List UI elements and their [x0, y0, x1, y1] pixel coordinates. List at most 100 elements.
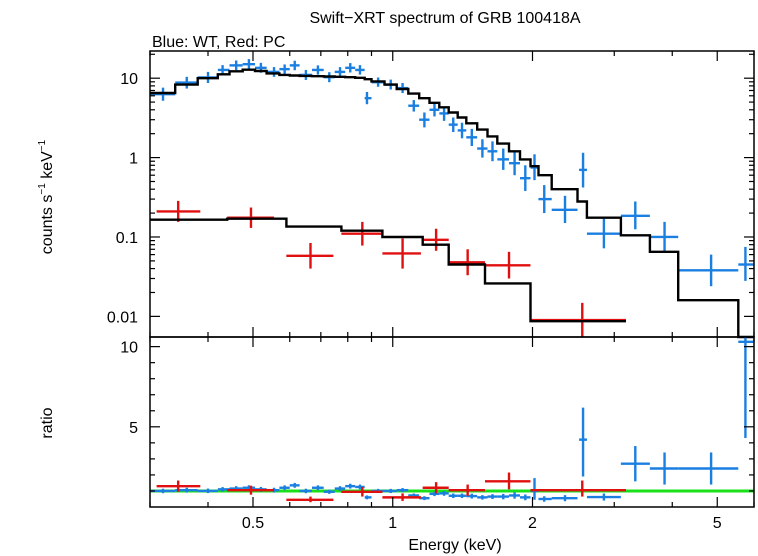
top-series-layer: [150, 59, 754, 337]
x-tick-label-2: 2: [528, 515, 537, 532]
top-wt-point-9: [289, 60, 300, 71]
top-wt-point-21: [419, 112, 430, 128]
top-model-layer: [150, 68, 754, 339]
bottom-wt-point-13: [334, 486, 346, 491]
top-wt-point-7: [266, 67, 280, 77]
top-wt-point-40: [738, 246, 754, 281]
bottom-y-tick-label-0: 5: [129, 420, 138, 437]
top-wt-point-4: [229, 60, 243, 71]
bottom-wt-point-2: [197, 488, 218, 494]
bottom-panel: 5 10 0.5 1 2 5: [120, 336, 755, 532]
bottom-pc-point-8: [530, 480, 626, 497]
bottom-pc-point-0: [156, 480, 201, 492]
top-pc-point-3: [341, 221, 383, 246]
x-axis-label: Energy (keV): [408, 537, 501, 554]
top-wt-point-20: [408, 100, 420, 112]
top-wt-point-34: [551, 195, 578, 224]
top-pc-point-7: [484, 251, 531, 279]
top-pc-point-0: [156, 200, 201, 222]
bottom-wt-point-11: [312, 485, 324, 491]
wt-model-step-line: [150, 68, 754, 339]
top-panel: 10 1 0.1 0.01: [107, 50, 755, 339]
top-wt-point-25: [457, 122, 467, 139]
bottom-wt-point-27: [477, 495, 488, 500]
top-wt-point-30: [509, 151, 521, 176]
y-axis-label-top: counts s−1 keV−1: [37, 139, 56, 254]
bottom-wt-point-23: [439, 490, 449, 496]
bottom-wt-point-24: [448, 493, 458, 499]
bottom-wt-point-36: [586, 493, 621, 501]
bottom-wt-point-26: [466, 493, 478, 499]
top-y-axis: 10 1 0.1 0.01: [107, 53, 754, 326]
top-wt-point-24: [448, 117, 458, 133]
top-wt-point-37: [620, 201, 650, 230]
top-wt-point-31: [520, 165, 531, 191]
bottom-y-axis: 5 10: [120, 340, 754, 492]
bottom-wt-point-12: [323, 489, 335, 494]
x-tick-label-3: 5: [713, 515, 722, 532]
bottom-wt-point-39: [678, 452, 739, 485]
top-wt-point-35: [579, 152, 587, 188]
top-wt-point-1: [175, 76, 198, 89]
top-wt-point-8: [279, 64, 290, 74]
chart-subtitle: Blue: WT, Red: PC: [152, 34, 285, 51]
top-wt-point-38: [649, 221, 679, 252]
bottom-wt-point-16: [364, 495, 372, 500]
bottom-wt-point-32: [530, 478, 539, 500]
bottom-y-tick-label-1: 10: [120, 340, 138, 357]
top-wt-point-36: [586, 218, 621, 249]
bottom-wt-point-9: [289, 482, 300, 488]
bottom-wt-point-28: [487, 494, 498, 499]
top-y-tick-label-0: 10: [120, 71, 138, 88]
bottom-wt-point-33: [538, 496, 552, 502]
top-wt-point-28: [487, 141, 498, 162]
chart-title: Swift−XRT spectrum of GRB 100418A: [309, 10, 580, 27]
bottom-pc-point-6: [448, 484, 485, 496]
bottom-wt-point-25: [457, 493, 467, 499]
bottom-wt-point-19: [396, 488, 409, 493]
top-y-tick-label-3: 0.01: [107, 309, 138, 326]
bottom-wt-point-34: [551, 495, 578, 502]
bottom-pc-point-1: [227, 485, 275, 495]
bottom-series-layer: [150, 337, 754, 503]
top-wt-point-22: [429, 103, 440, 117]
top-wt-point-26: [466, 128, 478, 146]
bottom-pc-point-4: [382, 493, 421, 501]
top-wt-point-14: [345, 63, 356, 73]
top-pc-point-8: [530, 302, 626, 337]
top-wt-point-15: [355, 65, 365, 75]
bottom-wt-point-14: [345, 483, 356, 489]
bottom-panel-frame: [149, 336, 755, 508]
bottom-pc-point-5: [422, 482, 449, 494]
bottom-wt-point-30: [509, 492, 521, 499]
bottom-wt-point-29: [497, 493, 510, 500]
top-wt-point-11: [312, 65, 324, 75]
top-wt-point-5: [242, 59, 255, 70]
top-wt-point-13: [334, 67, 346, 77]
bottom-wt-point-35: [579, 407, 587, 477]
bottom-wt-point-37: [620, 446, 650, 482]
top-wt-point-23: [439, 106, 449, 121]
bottom-x-axis: 0.5 1 2 5: [149, 337, 755, 532]
bottom-pc-point-3: [341, 486, 383, 497]
top-wt-point-16: [364, 91, 372, 105]
top-wt-point-27: [477, 139, 488, 158]
bottom-pc-point-7: [484, 472, 531, 490]
top-pc-point-2: [286, 242, 334, 269]
bottom-wt-point-10: [299, 488, 313, 494]
bottom-wt-point-22: [429, 491, 440, 497]
bottom-pc-point-2: [286, 496, 334, 503]
top-y-tick-label-1: 1: [129, 151, 138, 168]
x-tick-label-0: 0.5: [242, 515, 264, 532]
top-pc-point-4: [382, 238, 421, 269]
bottom-wt-point-8: [279, 485, 290, 491]
top-wt-point-29: [497, 148, 510, 170]
top-panel-frame: [149, 50, 755, 338]
bottom-wt-point-31: [520, 494, 531, 501]
top-x-ticks: [149, 51, 755, 337]
top-pc-point-6: [448, 249, 485, 276]
bottom-wt-point-38: [649, 452, 679, 485]
y-axis-label-bottom: ratio: [39, 407, 56, 438]
top-y-tick-label-2: 0.1: [116, 230, 138, 247]
